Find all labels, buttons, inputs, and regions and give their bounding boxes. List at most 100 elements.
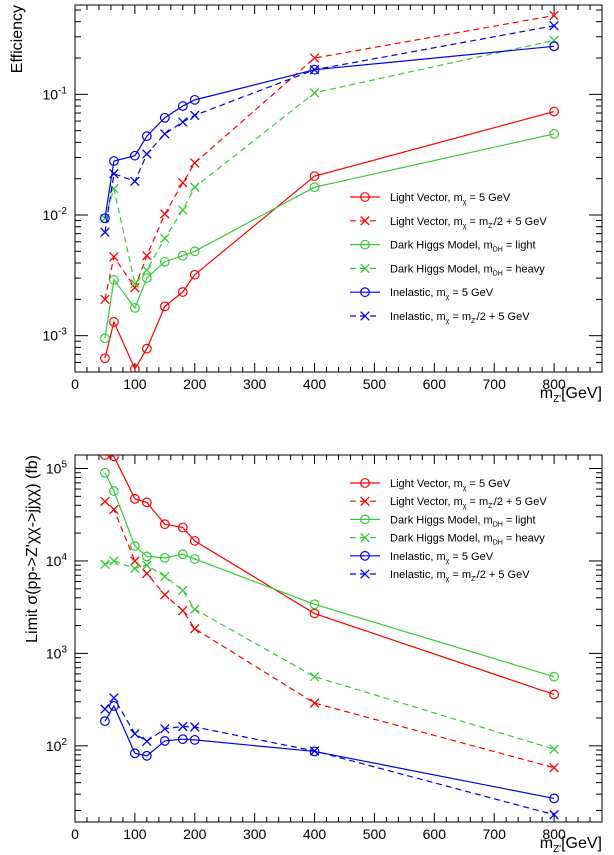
x-tick-label: 300 (243, 826, 267, 842)
x-axis-title-sub: Z' (553, 844, 561, 855)
data-point (159, 552, 170, 563)
data-point (190, 110, 200, 121)
legend-var: m (484, 240, 493, 252)
x-tick-label: 500 (363, 826, 387, 842)
data-point (100, 227, 110, 237)
data-point (160, 209, 170, 219)
y-tick-label: 10-1 (43, 85, 68, 102)
legend-name: Dark Higgs Model, (390, 263, 484, 275)
series-6 (100, 693, 559, 820)
legend-name: Inelastic, (390, 287, 436, 299)
legend-value: = m (449, 311, 471, 323)
data-point (549, 744, 559, 754)
data-point (160, 129, 170, 139)
data-point (109, 556, 119, 566)
x-tick-label: 200 (183, 826, 207, 842)
legend-label: Light Vector, mχ = 5 GeV (390, 478, 511, 492)
data-point (100, 455, 110, 460)
y-tick-base: 10 (43, 207, 59, 223)
data-point (190, 158, 200, 168)
y-tick-base: 10 (46, 738, 62, 754)
x-tick-label: 800 (542, 376, 566, 392)
data-point (177, 734, 188, 745)
legend-value: = 5 GeV (449, 287, 493, 299)
data-point (141, 131, 152, 142)
series-line (104, 14, 555, 300)
legend-subscript: χ (446, 318, 450, 325)
legend-name: Inelastic, (390, 569, 436, 581)
legend-value: = 5 GeV (449, 551, 493, 563)
y-tick-label: 103 (46, 644, 68, 661)
y-tick-base: 10 (46, 553, 62, 569)
x-axis-title: mZ'[GeV] (540, 835, 602, 855)
data-point (309, 64, 320, 75)
legend-value: = light (503, 514, 536, 526)
y-tick-exponent: -1 (58, 85, 67, 96)
y-tick-base: 10 (43, 328, 59, 344)
legend-label: Dark Higgs Model, mDH = light (390, 514, 536, 528)
series-2 (100, 10, 559, 305)
data-point (309, 64, 320, 75)
data-point (178, 178, 188, 188)
legend-label: Inelastic, mχ = mZ'/2 + 5 GeV (390, 569, 530, 583)
legend-marker (360, 569, 370, 579)
data-point (309, 53, 320, 63)
data-point (109, 693, 119, 703)
data-point (100, 353, 110, 364)
data-point (160, 233, 170, 244)
y-tick-exponent: 3 (61, 644, 67, 655)
data-point (141, 273, 152, 284)
y-tick-exponent: 5 (61, 460, 67, 471)
y-tick-exponent: -3 (58, 327, 67, 338)
legend-name: Light Vector, (390, 478, 454, 490)
data-point (178, 721, 188, 732)
data-point (142, 560, 152, 570)
data-point (130, 729, 140, 739)
data-point (309, 698, 320, 708)
legend-var: m (454, 216, 463, 228)
x-tick-label: 500 (363, 376, 387, 392)
data-point (309, 608, 320, 619)
data-point (178, 205, 188, 215)
legend-value: = heavy (503, 533, 545, 545)
legend-var: m (484, 533, 493, 545)
data-point (100, 559, 110, 570)
x-axis-title-unit: [GeV] (561, 385, 602, 402)
data-point (309, 171, 320, 182)
data-point (141, 750, 152, 761)
data-point (100, 333, 110, 344)
x-tick-label: 400 (303, 376, 327, 392)
chart-2: 0 100 200 300 400 500 600 700 800102103104105Lim… (24, 454, 603, 855)
data-point (142, 265, 152, 275)
x-tick-label: 0 (71, 826, 79, 842)
legend-var: m (484, 514, 493, 526)
legend-label: Inelastic, mχ = 5 GeV (390, 551, 494, 565)
data-point (129, 150, 140, 161)
data-point (309, 182, 320, 193)
legend-label: Light Vector, mχ = 5 GeV (390, 192, 511, 206)
legend-var: m (436, 311, 445, 323)
legend-label: Dark Higgs Model, mDH = heavy (390, 533, 545, 547)
data-point (129, 364, 140, 372)
data-point (100, 294, 110, 305)
data-point (177, 101, 188, 111)
legend-marker (360, 550, 370, 561)
series-3 (100, 129, 559, 344)
legend-value-tail: /2 + 5 GeV (477, 311, 531, 323)
legend-marker (360, 478, 370, 488)
data-point (142, 736, 152, 747)
legend-subscript: χ (463, 503, 467, 510)
legend-value-tail: /2 + 5 GeV (477, 569, 531, 581)
data-point (189, 535, 200, 546)
data-point (549, 106, 559, 117)
legend-subscript: Z' (488, 503, 494, 510)
data-point (189, 94, 200, 105)
series-5 (100, 41, 559, 224)
data-point (549, 671, 559, 682)
legend-value-tail: /2 + 5 GeV (494, 496, 548, 508)
data-point (130, 563, 140, 574)
data-point (549, 21, 559, 31)
legend-subscript: Z' (488, 223, 494, 230)
data-point (190, 604, 200, 615)
